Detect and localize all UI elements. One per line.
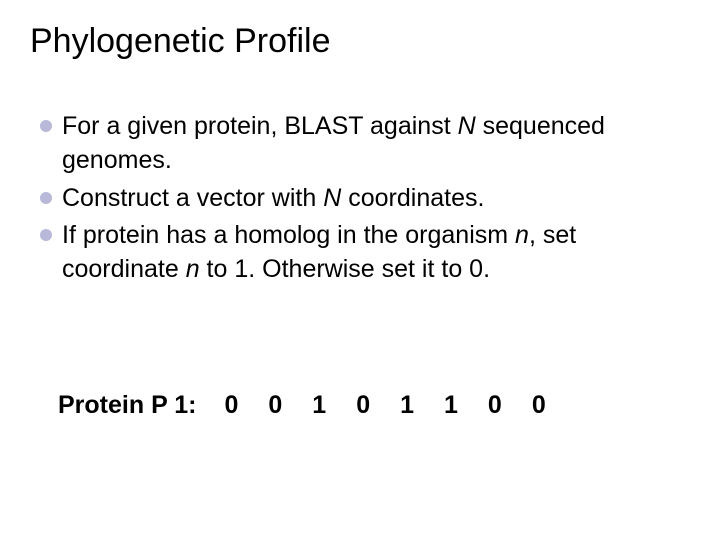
bullet-item: Construct a vector with N coordinates. — [40, 182, 690, 216]
protein-vector: 0 0 1 0 1 1 0 0 — [224, 391, 545, 420]
bullet-dot-icon — [40, 120, 52, 132]
protein-vector-value: 1 — [444, 391, 458, 420]
bullet-text: Construct a vector with N coordinates. — [62, 182, 484, 216]
bullet-item: If protein has a homolog in the organism… — [40, 219, 690, 287]
bullet-item: For a given protein, BLAST against N seq… — [40, 110, 690, 178]
bullet-text: If protein has a homolog in the organism… — [62, 219, 690, 287]
protein-vector-value: 1 — [312, 391, 326, 420]
bullet-dot-icon — [40, 192, 52, 204]
bullet-text: For a given protein, BLAST against N seq… — [62, 110, 690, 178]
protein-vector-value: 0 — [224, 391, 238, 420]
protein-label: Protein P 1: — [58, 391, 196, 420]
protein-vector-value: 0 — [268, 391, 282, 420]
bullet-list: For a given protein, BLAST against N seq… — [40, 110, 690, 291]
protein-vector-value: 0 — [488, 391, 502, 420]
slide-title: Phylogenetic Profile — [30, 22, 331, 61]
bullet-dot-icon — [40, 229, 52, 241]
protein-example-row: Protein P 1: 0 0 1 0 1 1 0 0 — [58, 391, 690, 420]
protein-vector-value: 0 — [532, 391, 546, 420]
protein-vector-value: 0 — [356, 391, 370, 420]
protein-vector-value: 1 — [400, 391, 414, 420]
